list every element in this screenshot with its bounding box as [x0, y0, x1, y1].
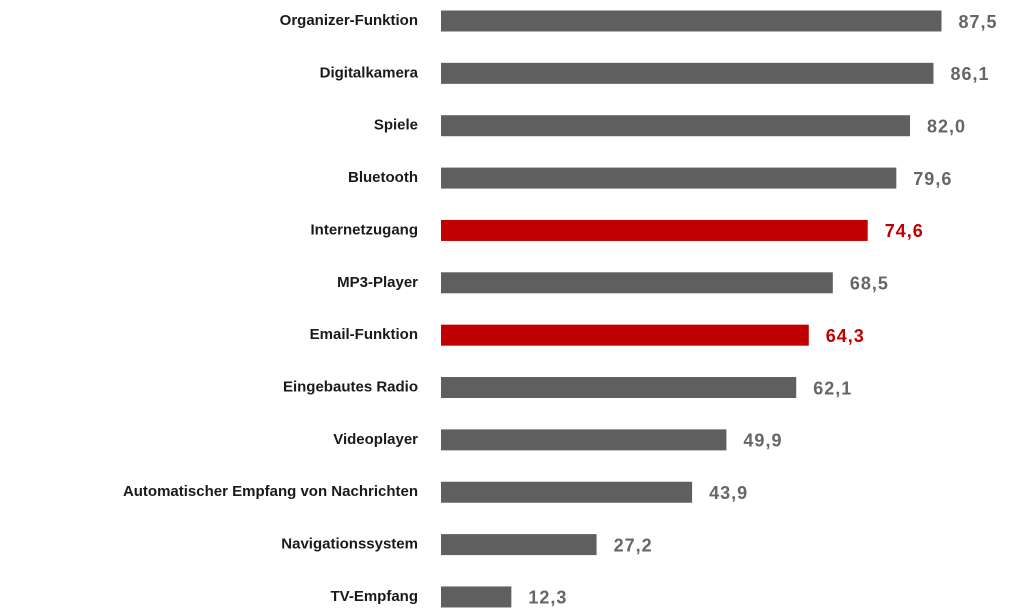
value-label: 82,0 — [927, 116, 966, 136]
bar — [441, 481, 693, 503]
category-label: MP3-Player — [337, 274, 418, 291]
bar — [441, 586, 512, 608]
category-label: Videoplayer — [333, 431, 418, 448]
bar — [441, 272, 833, 294]
value-label: 79,6 — [913, 169, 952, 189]
category-label: Digitalkamera — [320, 64, 419, 81]
bar — [441, 324, 809, 346]
value-label: 64,3 — [826, 326, 865, 346]
bar — [441, 377, 797, 399]
bar — [441, 115, 911, 137]
bar — [441, 534, 597, 556]
category-label: Automatischer Empfang von Nachrichten — [123, 483, 418, 500]
bar — [441, 429, 727, 451]
category-label: Internetzugang — [311, 221, 419, 238]
value-label: 86,1 — [950, 64, 989, 84]
category-label: Bluetooth — [348, 169, 418, 186]
value-label: 43,9 — [709, 483, 748, 503]
category-label: TV-Empfang — [330, 588, 418, 605]
value-label: 68,5 — [850, 274, 889, 294]
category-label: Email-Funktion — [310, 326, 418, 343]
value-label: 27,2 — [614, 535, 653, 555]
bar — [441, 10, 942, 32]
bar — [441, 219, 868, 241]
value-label: 62,1 — [813, 378, 852, 398]
bar — [441, 167, 897, 189]
bar — [441, 62, 934, 84]
category-label: Organizer-Funktion — [280, 12, 418, 29]
value-label: 74,6 — [885, 221, 924, 241]
category-label: Eingebautes Radio — [283, 378, 418, 395]
value-label: 49,9 — [743, 431, 782, 451]
value-label: 12,3 — [528, 588, 567, 608]
category-label: Spiele — [374, 117, 418, 134]
category-label: Navigationssystem — [281, 536, 418, 553]
value-label: 87,5 — [959, 12, 998, 32]
